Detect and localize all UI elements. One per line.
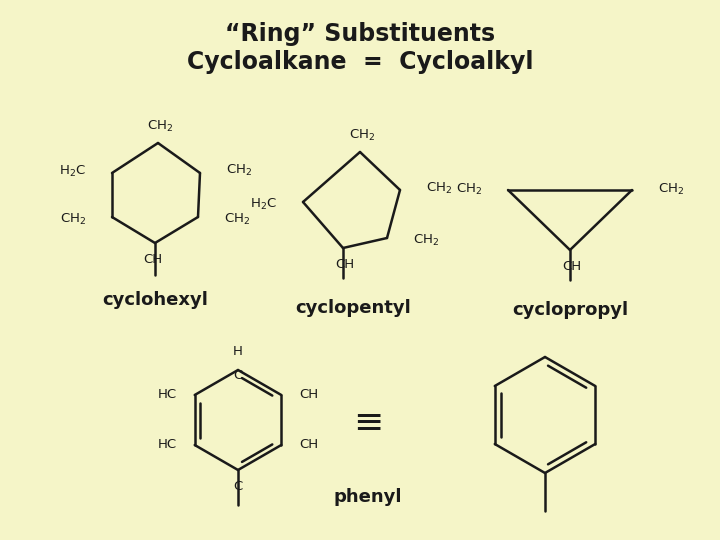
- Text: H: H: [233, 345, 243, 358]
- Text: HC: HC: [158, 388, 176, 402]
- Text: cyclopentyl: cyclopentyl: [295, 299, 411, 317]
- Text: CH$_2$: CH$_2$: [426, 180, 452, 195]
- Text: “Ring” Substituents: “Ring” Substituents: [225, 22, 495, 46]
- Text: C: C: [233, 369, 243, 382]
- Text: CH: CH: [336, 258, 354, 271]
- Text: CH$_2$: CH$_2$: [224, 212, 251, 227]
- Text: CH$_2$: CH$_2$: [226, 163, 252, 178]
- Text: CH: CH: [562, 260, 582, 273]
- Text: CH: CH: [300, 388, 318, 402]
- Text: CH: CH: [300, 438, 318, 451]
- Text: CH$_2$: CH$_2$: [658, 181, 684, 197]
- Text: CH$_2$: CH$_2$: [60, 212, 86, 227]
- Text: cyclohexyl: cyclohexyl: [102, 291, 208, 309]
- Text: CH: CH: [143, 253, 163, 266]
- Text: Cycloalkane  =  Cycloalkyl: Cycloalkane = Cycloalkyl: [186, 50, 534, 74]
- Text: H$_2$C: H$_2$C: [59, 164, 86, 179]
- Text: HC: HC: [158, 438, 176, 451]
- Text: CH$_2$: CH$_2$: [349, 128, 375, 143]
- Text: cyclopropyl: cyclopropyl: [512, 301, 628, 319]
- Text: C: C: [233, 480, 243, 493]
- Text: CH$_2$: CH$_2$: [456, 181, 482, 197]
- Text: ≡: ≡: [353, 405, 383, 439]
- Text: H$_2$C: H$_2$C: [250, 197, 277, 212]
- Text: phenyl: phenyl: [334, 488, 402, 506]
- Text: CH$_2$: CH$_2$: [147, 119, 173, 134]
- Text: CH$_2$: CH$_2$: [413, 232, 439, 247]
